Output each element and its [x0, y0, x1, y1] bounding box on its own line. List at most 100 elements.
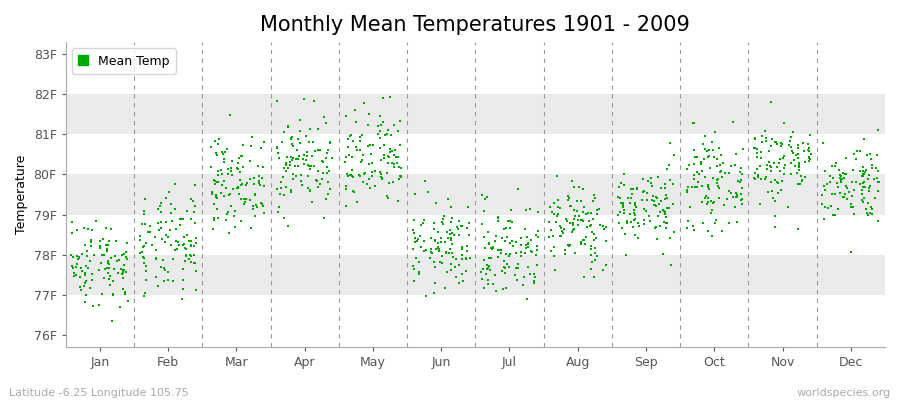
Point	[293, 128, 308, 135]
Point	[255, 175, 269, 181]
Point	[578, 241, 592, 248]
Point	[861, 200, 876, 206]
Point	[302, 162, 317, 169]
Point	[149, 274, 164, 280]
Point	[748, 134, 762, 141]
Point	[774, 140, 788, 146]
Point	[219, 217, 233, 223]
Point	[611, 212, 625, 218]
Point	[520, 234, 535, 241]
Point	[773, 156, 788, 162]
Point	[583, 222, 598, 228]
Point	[103, 282, 117, 288]
Point	[455, 252, 470, 258]
Point	[794, 173, 808, 180]
Point	[844, 201, 859, 208]
Point	[346, 174, 360, 180]
Point	[358, 169, 373, 176]
Point	[501, 264, 516, 270]
Point	[713, 169, 727, 175]
Point	[690, 168, 705, 175]
Point	[626, 191, 640, 197]
Point	[718, 170, 733, 176]
Point	[786, 129, 800, 136]
Point	[373, 145, 387, 151]
Point	[584, 210, 598, 216]
Point	[343, 172, 357, 178]
Point	[713, 162, 727, 168]
Point	[616, 204, 630, 210]
Point	[852, 148, 867, 154]
Point	[868, 195, 882, 202]
Point	[212, 136, 227, 142]
Point	[562, 195, 577, 201]
Point	[479, 271, 493, 278]
Point	[285, 176, 300, 182]
Point	[408, 239, 422, 245]
Point	[817, 216, 832, 222]
Point	[821, 205, 835, 211]
Point	[451, 226, 465, 232]
Point	[791, 150, 806, 157]
Point	[710, 176, 724, 182]
Point	[208, 181, 222, 187]
Point	[804, 151, 818, 157]
Point	[567, 184, 581, 190]
Point	[176, 216, 190, 223]
Point	[296, 156, 310, 162]
Point	[652, 201, 666, 208]
Point	[824, 191, 839, 198]
Point	[627, 232, 642, 239]
Point	[493, 246, 508, 253]
Point	[444, 204, 458, 210]
Point	[660, 195, 674, 201]
Point	[224, 203, 238, 209]
Point	[154, 264, 168, 270]
Point	[454, 271, 469, 277]
Point	[381, 160, 395, 166]
Point	[792, 160, 806, 166]
Point	[373, 135, 387, 141]
Point	[726, 194, 741, 200]
Point	[706, 199, 721, 205]
Point	[680, 166, 695, 172]
Point	[274, 178, 288, 185]
Point	[847, 187, 861, 193]
Point	[584, 242, 598, 249]
Point	[499, 251, 513, 257]
Point	[573, 198, 588, 204]
Point	[156, 257, 170, 263]
Point	[623, 199, 637, 206]
Point	[553, 233, 567, 240]
Point	[292, 140, 307, 146]
Point	[435, 252, 449, 259]
Point	[857, 136, 871, 142]
Point	[666, 228, 680, 235]
Point	[502, 253, 517, 259]
Point	[568, 250, 582, 256]
Point	[92, 267, 106, 273]
Point	[154, 219, 168, 225]
Point	[688, 147, 702, 153]
Point	[825, 212, 840, 218]
Point	[409, 254, 423, 261]
Point	[802, 148, 816, 154]
Point	[434, 235, 448, 241]
Point	[435, 219, 449, 226]
Point	[699, 201, 714, 207]
Point	[101, 270, 115, 276]
Point	[86, 277, 100, 284]
Point	[207, 177, 221, 183]
Point	[445, 230, 459, 236]
Point	[387, 164, 401, 170]
Point	[247, 180, 261, 187]
Point	[353, 134, 367, 140]
Point	[283, 159, 297, 166]
Point	[300, 153, 314, 160]
Bar	[66, 214, 885, 255]
Point	[275, 174, 290, 180]
Point	[133, 233, 148, 239]
Point	[102, 237, 116, 244]
Point	[418, 178, 432, 184]
Point	[235, 153, 249, 160]
